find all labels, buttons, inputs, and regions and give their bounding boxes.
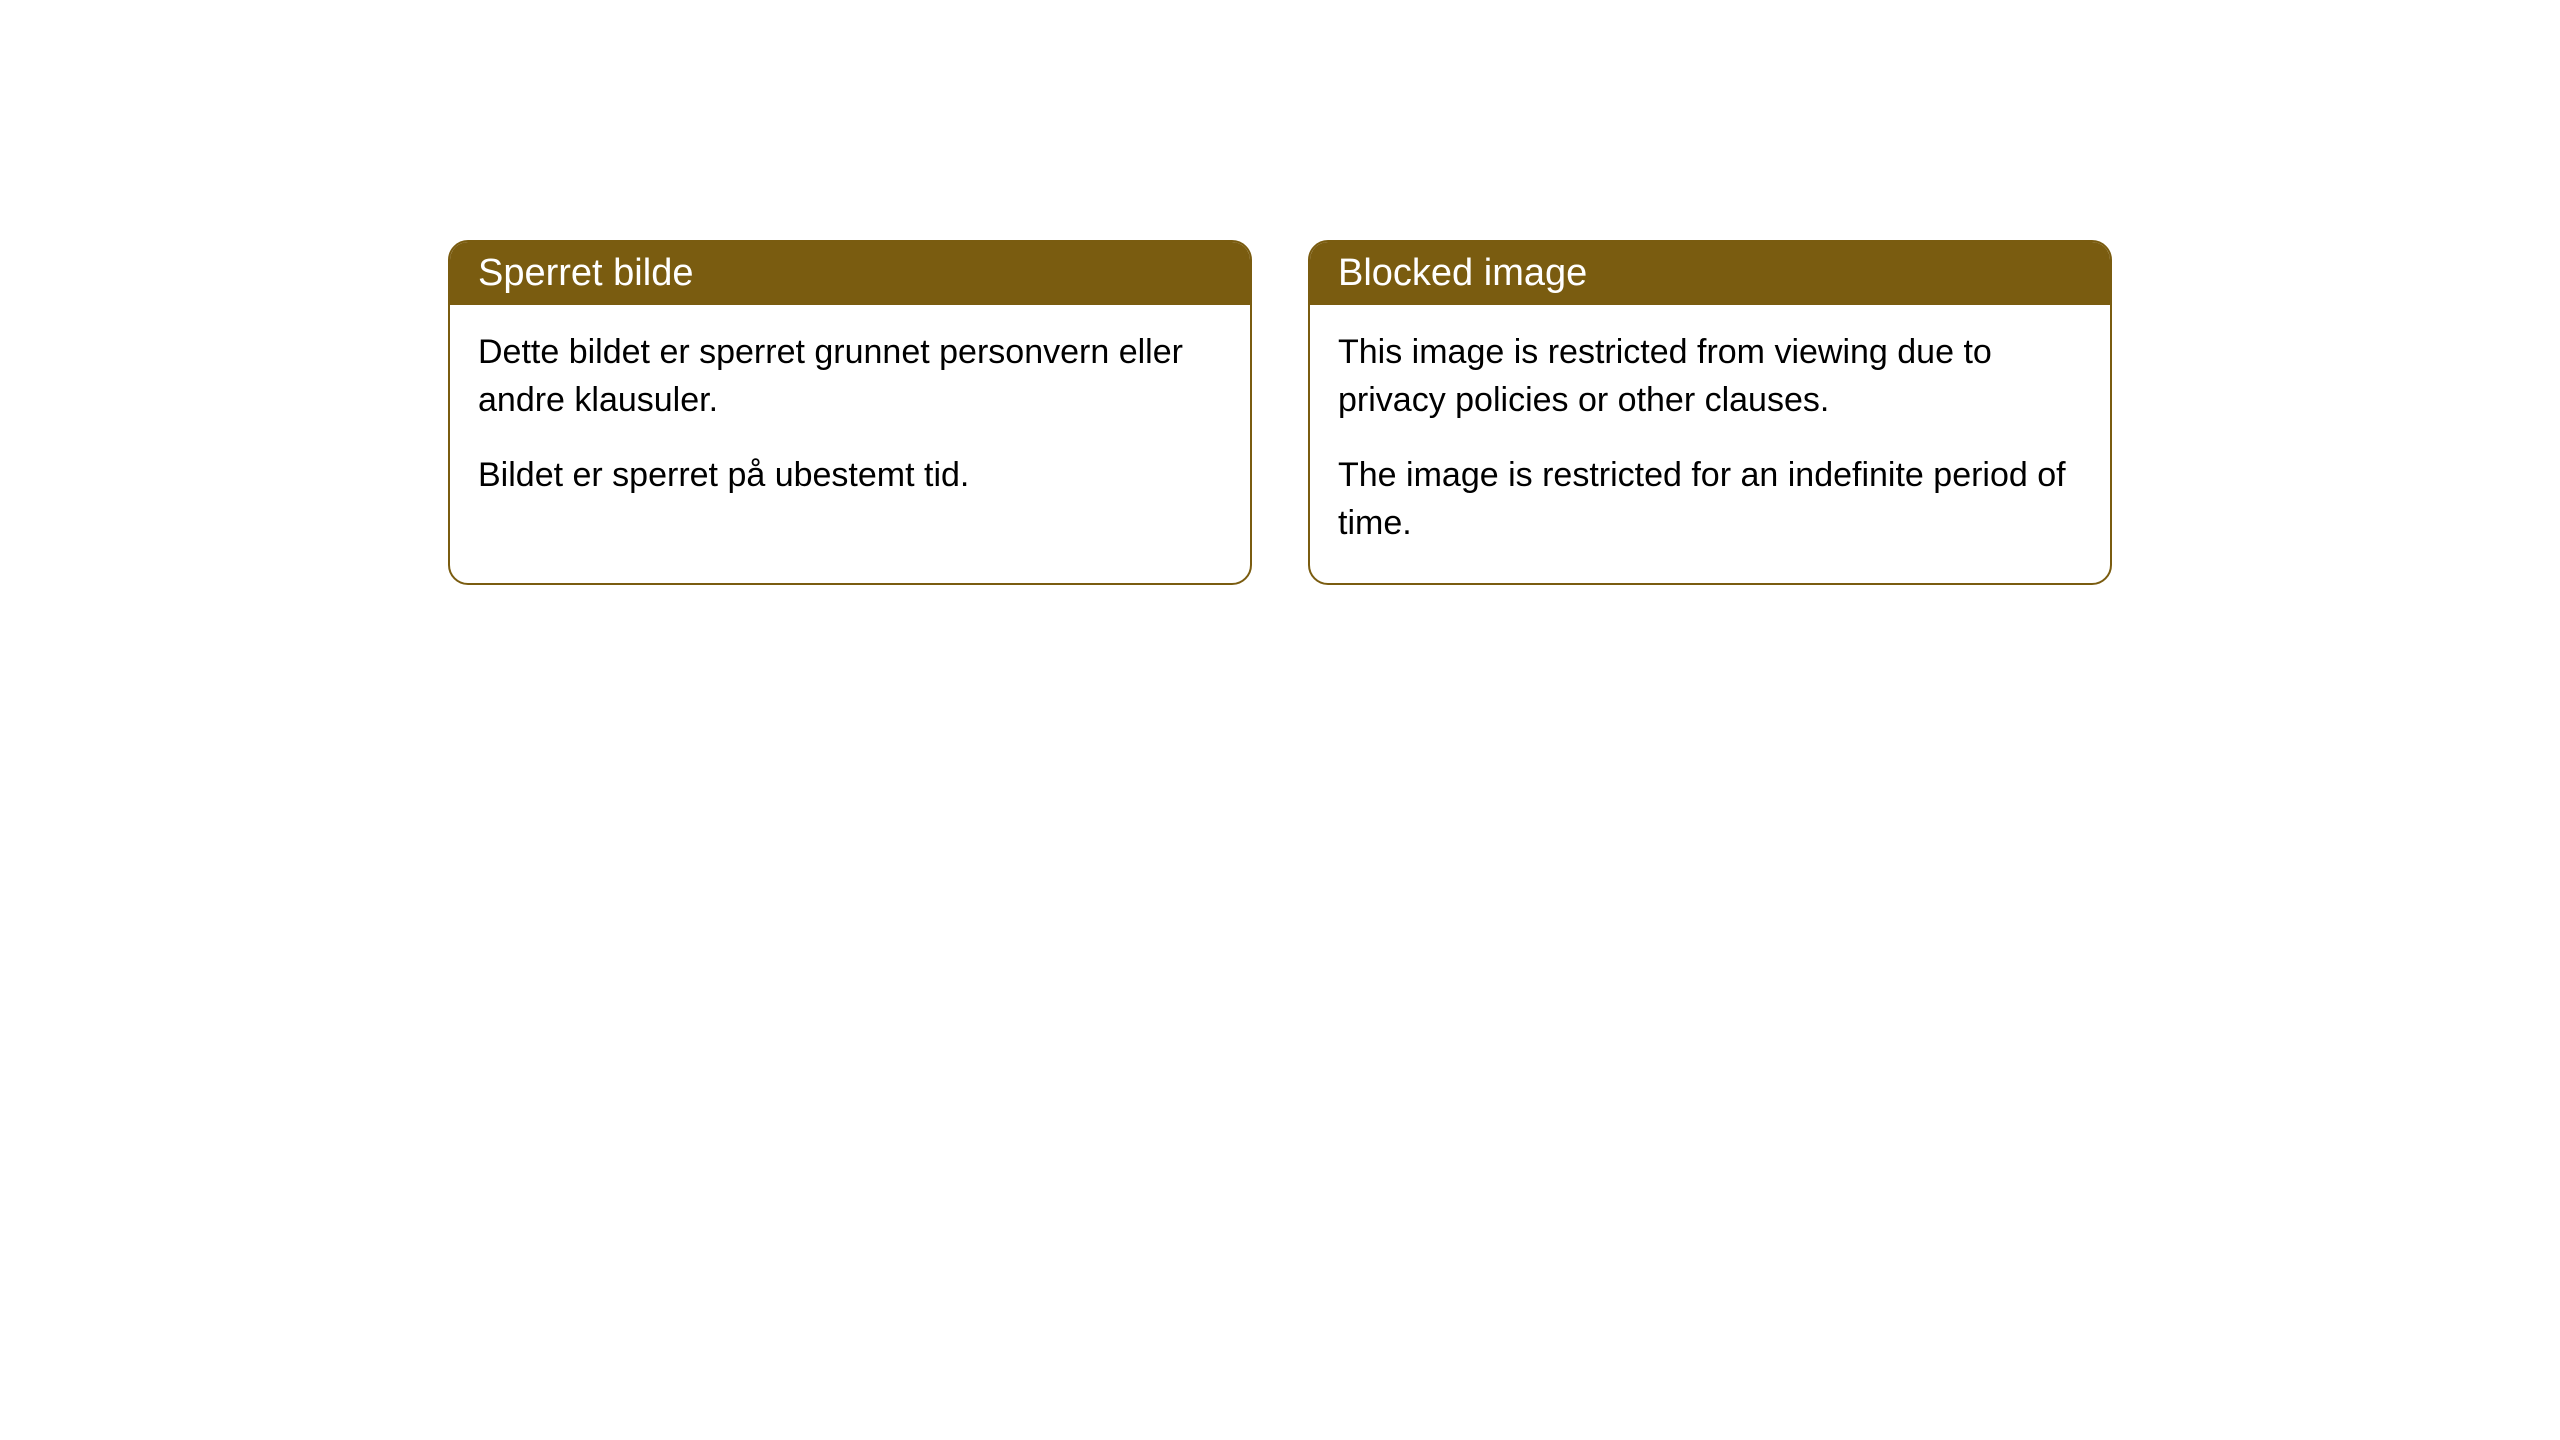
blocked-image-cards: Sperret bilde Dette bildet er sperret gr…	[448, 240, 2560, 585]
card-text-en-2: The image is restricted for an indefinit…	[1338, 452, 2082, 547]
card-title-en: Blocked image	[1310, 242, 2110, 305]
blocked-image-card-no: Sperret bilde Dette bildet er sperret gr…	[448, 240, 1252, 585]
card-text-no-2: Bildet er sperret på ubestemt tid.	[478, 452, 1222, 500]
card-text-en-1: This image is restricted from viewing du…	[1338, 329, 2082, 424]
card-text-no-1: Dette bildet er sperret grunnet personve…	[478, 329, 1222, 424]
card-body-no: Dette bildet er sperret grunnet personve…	[450, 305, 1250, 536]
card-title-no: Sperret bilde	[450, 242, 1250, 305]
blocked-image-card-en: Blocked image This image is restricted f…	[1308, 240, 2112, 585]
card-body-en: This image is restricted from viewing du…	[1310, 305, 2110, 583]
